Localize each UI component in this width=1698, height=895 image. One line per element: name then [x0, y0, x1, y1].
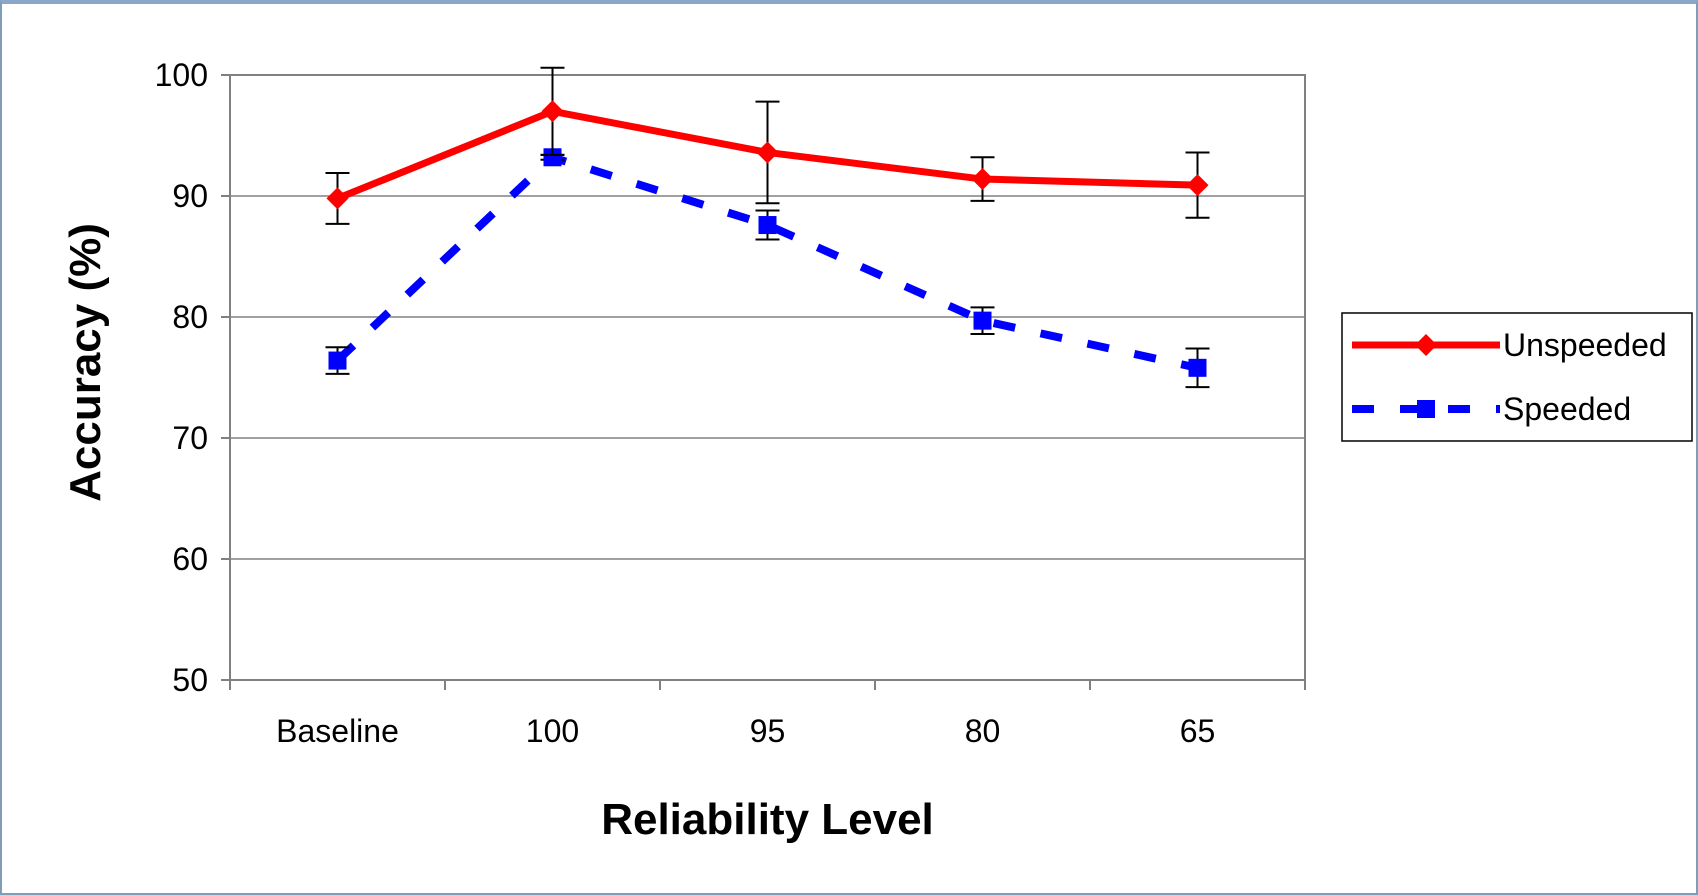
- square-marker: [1417, 400, 1435, 418]
- series-line: [334, 153, 1199, 372]
- y-axis-title: Accuracy (%): [61, 223, 110, 502]
- y-tick-label: 60: [172, 541, 208, 577]
- diamond-marker: [326, 187, 349, 210]
- diamond-marker: [1186, 174, 1209, 197]
- square-marker: [1188, 358, 1207, 377]
- x-axis: Baseline 100 95 80 65: [229, 679, 1306, 749]
- x-tick-label: 95: [750, 713, 786, 749]
- y-tick-label: 100: [155, 57, 208, 93]
- gridlines: [230, 195, 1305, 560]
- x-tick-label: 100: [526, 713, 579, 749]
- y-tick-label: 70: [172, 420, 208, 456]
- diamond-marker: [971, 168, 994, 191]
- legend-box: [1341, 312, 1693, 442]
- y-tick-label: 80: [172, 299, 208, 335]
- diamond-marker: [541, 100, 564, 123]
- y-tick-label: 90: [172, 178, 208, 214]
- legend: Unspeeded Speeded: [1341, 312, 1693, 442]
- square-marker: [758, 216, 777, 235]
- square-marker: [973, 311, 992, 330]
- legend-item: Speeded: [1352, 391, 1631, 427]
- series-speeded: [325, 148, 1210, 389]
- legend-label: Unspeeded: [1503, 327, 1667, 363]
- square-marker: [328, 351, 347, 370]
- x-tick-label: 65: [1180, 713, 1216, 749]
- series-layer: [325, 66, 1210, 389]
- y-axis: 50 60 70 80 90 100: [155, 57, 231, 698]
- y-tick-label: 50: [172, 662, 208, 698]
- diamond-marker: [1415, 334, 1437, 356]
- diamond-marker: [756, 141, 779, 164]
- series-unspeeded: [325, 66, 1210, 225]
- legend-label: Speeded: [1503, 391, 1631, 427]
- x-axis-title: Reliability Level: [601, 795, 934, 844]
- legend-item: Unspeeded: [1352, 327, 1667, 363]
- square-marker: [543, 148, 562, 167]
- x-tick-label: Baseline: [276, 713, 399, 749]
- x-tick-label: 80: [965, 713, 1001, 749]
